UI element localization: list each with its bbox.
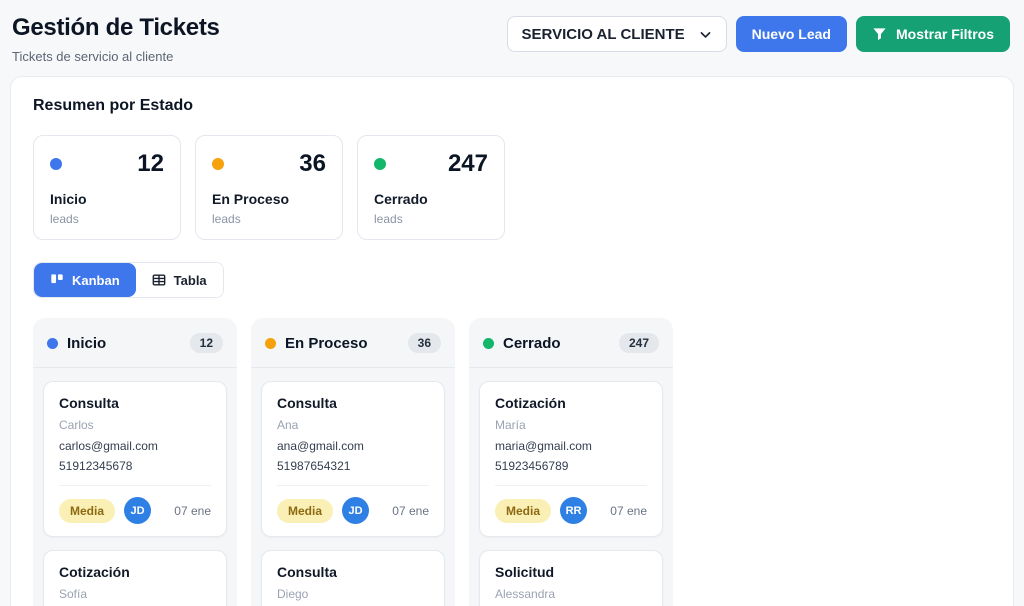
page-subtitle: Tickets de servicio al cliente — [12, 49, 174, 64]
lead-phone: 51912345678 — [59, 459, 133, 473]
tab-kanban-label: Kanban — [72, 272, 120, 288]
main-panel: Resumen por Estado 12 Inicio leads 36 En… — [10, 76, 1014, 606]
view-switcher: Kanban Tabla — [33, 262, 224, 298]
kanban-column-body: Consulta Carlos carlos@gmail.com 5191234… — [33, 368, 237, 606]
pipeline-select[interactable]: SERVICIO AL CLIENTE — [506, 16, 727, 52]
kanban-column-header: En Proceso 36 — [251, 318, 455, 368]
page-title: Gestión de Tickets — [12, 14, 220, 41]
lead-card-footer: Media JD 07 ene — [59, 485, 211, 524]
column-name: En Proceso — [285, 334, 368, 352]
lead-contact-name: María — [495, 418, 526, 432]
status-dot — [50, 158, 62, 170]
lead-contact-name: Diego — [277, 587, 309, 601]
avatar: RR — [560, 497, 588, 524]
stat-label: Inicio — [50, 191, 87, 207]
lead-date: 07 ene — [392, 503, 429, 518]
lead-contact-name: Carlos — [59, 418, 94, 432]
stat-count: 247 — [447, 150, 488, 177]
kanban-column-body: Consulta Ana ana@gmail.com 51987654321 M… — [251, 368, 455, 606]
lead-card-footer: Media RR 07 ene — [495, 485, 647, 524]
lead-title: Cotización — [495, 395, 566, 411]
priority-badge: Media — [495, 498, 552, 523]
summary-title: Resumen por Estado — [33, 97, 194, 114]
lead-email: carlos@gmail.com — [59, 439, 158, 453]
lead-title: Consulta — [277, 564, 337, 580]
stat-unit-label: leads — [374, 212, 403, 226]
lead-email: ana@gmail.com — [277, 439, 364, 453]
status-stat-card: 36 En Proceso leads — [195, 135, 343, 240]
kanban-column: Cerrado 247 Cotización María maria@gmail… — [469, 318, 673, 606]
lead-title: Consulta — [59, 395, 119, 411]
stat-unit-label: leads — [212, 212, 241, 226]
kanban-board: Inicio 12 Consulta Carlos carlos@gmail.c… — [33, 318, 991, 606]
chevron-down-icon — [699, 28, 712, 41]
priority-badge: Media — [59, 498, 116, 523]
lead-title: Cotización — [59, 564, 130, 580]
kanban-column-body: Cotización María maria@gmail.com 5192345… — [469, 368, 673, 606]
lead-card[interactable]: Cotización Sofía sofia@gmail.com 5193456… — [43, 550, 227, 606]
lead-contact-name: Ana — [277, 418, 299, 432]
status-dot — [47, 337, 58, 349]
column-count-badge: 36 — [407, 333, 441, 353]
column-name: Cerrado — [503, 334, 561, 352]
lead-contact-name: Alessandra — [495, 587, 556, 601]
stat-count: 36 — [299, 150, 326, 177]
lead-card[interactable]: Consulta Diego diego@gmail.com 519890123… — [261, 550, 445, 606]
status-dot — [212, 158, 224, 170]
status-stat-card: 12 Inicio leads — [33, 135, 181, 240]
filter-icon — [872, 27, 887, 42]
lead-card[interactable]: Consulta Ana ana@gmail.com 51987654321 M… — [261, 381, 445, 537]
stat-count: 12 — [137, 150, 164, 177]
stat-card-top: 12 — [50, 150, 164, 178]
kanban-column: En Proceso 36 Consulta Ana ana@gmail.com… — [251, 318, 455, 606]
show-filters-button[interactable]: Mostrar Filtros — [855, 16, 1010, 52]
lead-title: Solicitud — [495, 564, 555, 580]
tab-tabla[interactable]: Tabla — [135, 263, 223, 297]
lead-title: Consulta — [277, 395, 337, 411]
column-count-badge: 12 — [189, 333, 223, 353]
lead-card[interactable]: Solicitud Alessandra alessandra@gmail.co… — [479, 550, 663, 606]
stat-unit-label: leads — [50, 212, 79, 226]
lead-card-footer: Media JD 07 ene — [277, 485, 429, 524]
stat-card-top: 247 — [374, 150, 488, 178]
status-stat-card: 247 Cerrado leads — [357, 135, 505, 240]
tab-tabla-label: Tabla — [173, 272, 207, 288]
tab-kanban[interactable]: Kanban — [34, 263, 136, 297]
lead-phone: 51923456789 — [495, 459, 569, 473]
kanban-column: Inicio 12 Consulta Carlos carlos@gmail.c… — [33, 318, 237, 606]
lead-date: 07 ene — [610, 503, 647, 518]
stat-label: En Proceso — [212, 191, 290, 207]
lead-email: maria@gmail.com — [495, 439, 592, 453]
pipeline-select-value: SERVICIO AL CLIENTE — [521, 25, 685, 43]
stat-label: Cerrado — [374, 191, 428, 207]
column-name: Inicio — [67, 334, 107, 352]
kanban-column-header: Inicio 12 — [33, 318, 237, 368]
status-summary-row: 12 Inicio leads 36 En Proceso leads 247 … — [33, 135, 991, 240]
lead-date: 07 ene — [174, 503, 211, 518]
avatar: JD — [342, 497, 370, 524]
status-dot — [374, 158, 386, 170]
lead-phone: 51987654321 — [277, 459, 351, 473]
lead-contact-name: Sofía — [59, 587, 88, 601]
column-count-badge: 247 — [618, 333, 659, 353]
lead-card[interactable]: Cotización María maria@gmail.com 5192345… — [479, 381, 663, 537]
kanban-column-header: Cerrado 247 — [469, 318, 673, 368]
new-lead-button[interactable]: Nuevo Lead — [735, 16, 847, 52]
priority-badge: Media — [277, 498, 334, 523]
status-dot — [483, 337, 494, 349]
avatar: JD — [124, 497, 152, 524]
lead-card[interactable]: Consulta Carlos carlos@gmail.com 5191234… — [43, 381, 227, 537]
top-bar-actions: SERVICIO AL CLIENTE Nuevo Lead Mostrar F… — [506, 16, 1010, 52]
kanban-icon — [50, 273, 64, 287]
new-lead-button-label: Nuevo Lead — [751, 26, 831, 42]
top-bar: Gestión de Tickets Tickets de servicio a… — [0, 0, 1024, 76]
stat-card-top: 36 — [212, 150, 326, 178]
status-dot — [265, 337, 276, 349]
table-icon — [152, 273, 166, 287]
show-filters-button-label: Mostrar Filtros — [895, 26, 994, 42]
page-heading: Gestión de Tickets Tickets de servicio a… — [12, 14, 220, 64]
